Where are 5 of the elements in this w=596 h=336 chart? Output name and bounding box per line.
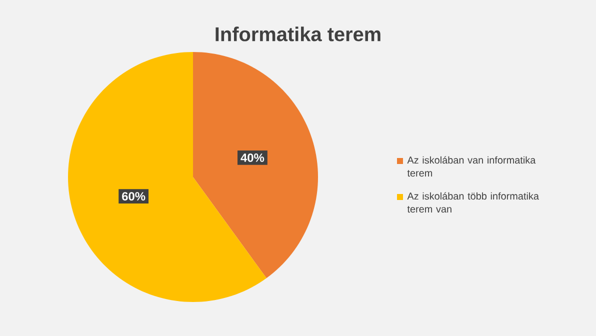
legend-label: Az iskolában több informatika terem van	[407, 192, 539, 213]
data-label: 60%	[122, 192, 146, 201]
data-label: 40%	[240, 153, 264, 162]
legend-label: Az iskolában van informatika terem	[407, 156, 536, 177]
chart-title: Informatika terem	[216, 26, 380, 42]
